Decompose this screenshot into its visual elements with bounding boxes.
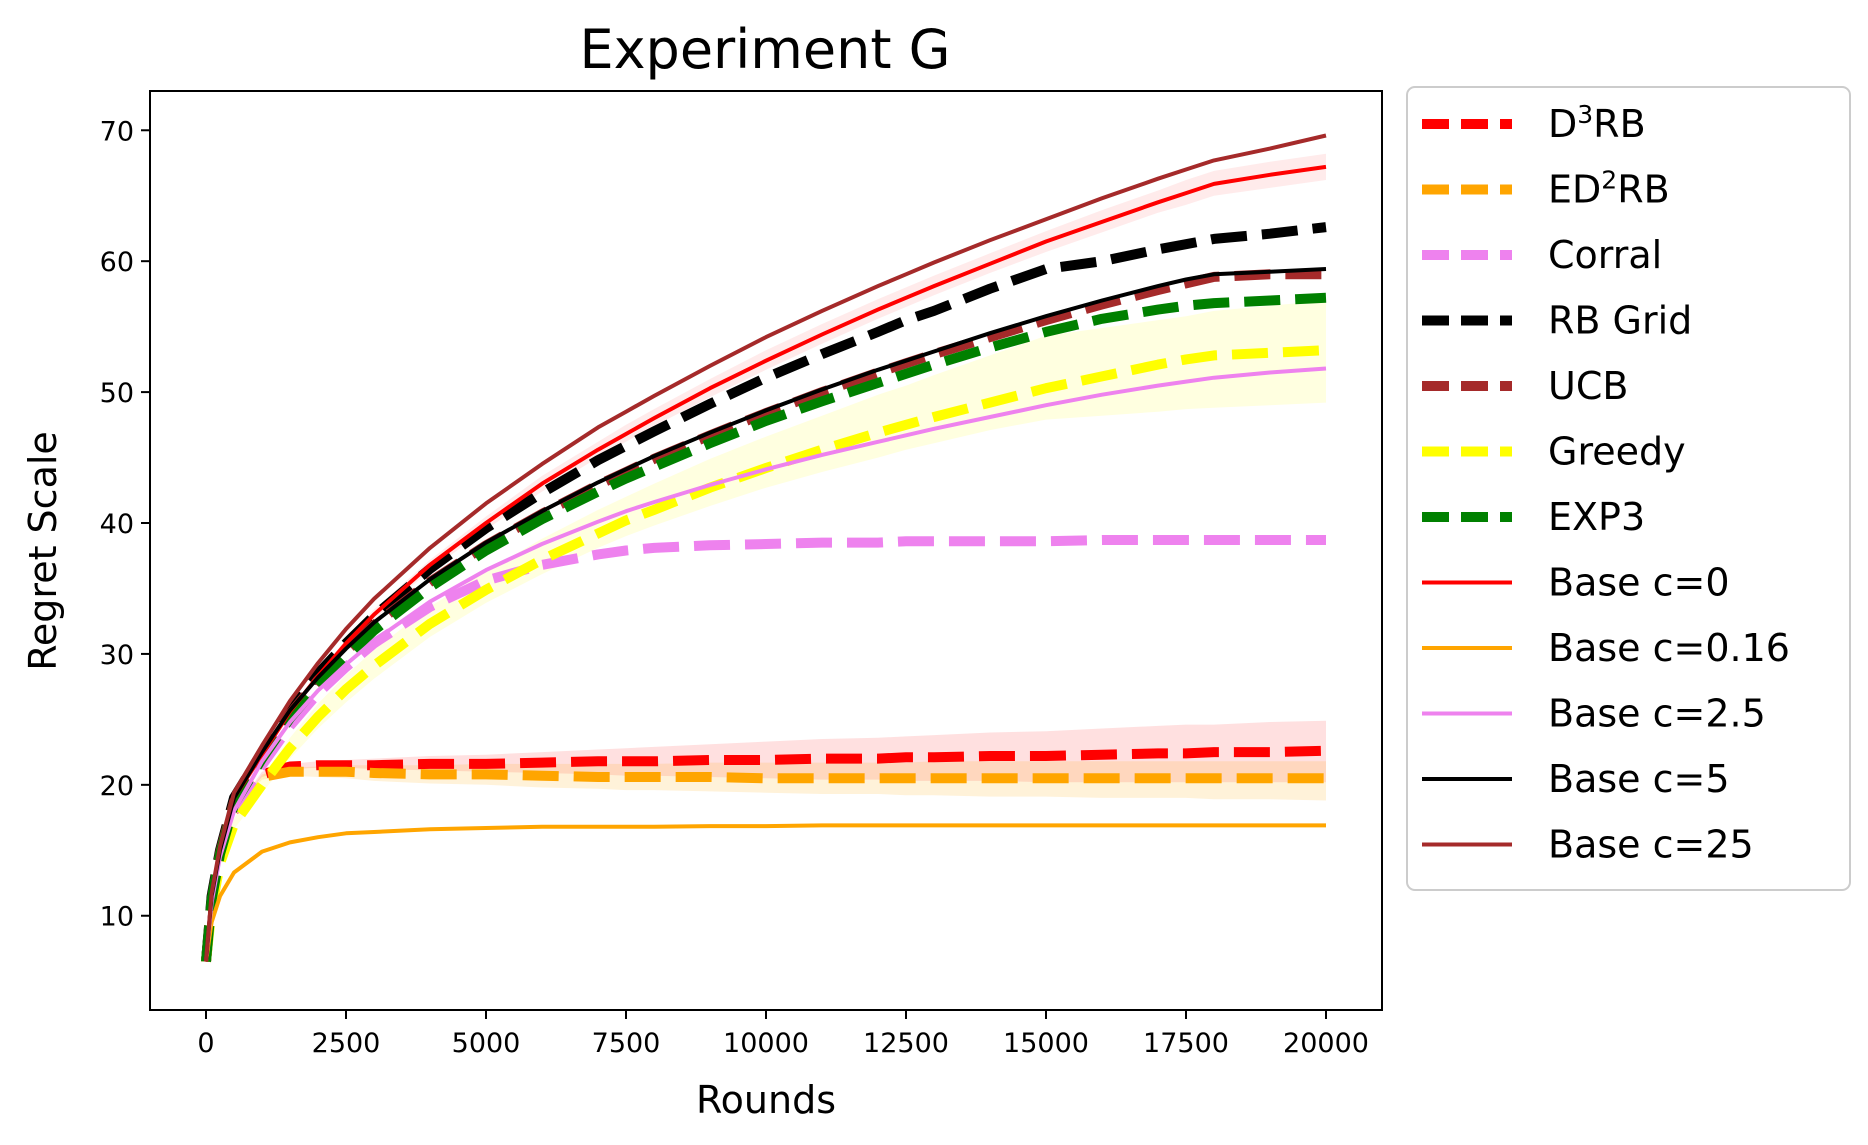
y-tick-label: 30 bbox=[100, 640, 134, 671]
legend-label-main: Base c=25 bbox=[1548, 823, 1754, 867]
legend-label-main: Base c=5 bbox=[1548, 757, 1730, 801]
x-tick-label: 2500 bbox=[312, 1028, 381, 1059]
line-base-c-2-5 bbox=[204, 366, 1327, 962]
x-tick-label: 12500 bbox=[863, 1028, 949, 1059]
legend-label-rb-grid: RB Grid bbox=[1548, 299, 1692, 343]
legend-label-main: Corral bbox=[1548, 233, 1662, 277]
legend-label-ucb: UCB bbox=[1548, 364, 1628, 408]
x-tick-label: 15000 bbox=[1003, 1028, 1089, 1059]
legend-label-suffix: RB bbox=[1593, 102, 1645, 146]
y-tick-label: 20 bbox=[100, 771, 134, 802]
x-tick-label: 20000 bbox=[1283, 1028, 1369, 1059]
line-exp3 bbox=[201, 292, 1327, 963]
y-tick-label: 50 bbox=[100, 378, 134, 409]
plot-frame bbox=[149, 90, 1383, 1011]
y-axis: 10 20 30 40 50 60 70 bbox=[100, 116, 150, 933]
legend-label-base-c-0: Base c=0 bbox=[1548, 561, 1730, 605]
line-corral bbox=[201, 535, 1326, 963]
x-tick-label: 17500 bbox=[1143, 1028, 1229, 1059]
line-greedy bbox=[201, 345, 1327, 963]
band-base-c-0 bbox=[206, 153, 1326, 962]
x-tick-label: 0 bbox=[197, 1028, 214, 1059]
line-base-c-5 bbox=[204, 267, 1327, 962]
confidence-bands bbox=[206, 153, 1326, 962]
legend-label-corral: Corral bbox=[1548, 233, 1662, 277]
legend-label-base-c-2-5: Base c=2.5 bbox=[1548, 692, 1766, 736]
legend-label-main: Base c=0.16 bbox=[1548, 626, 1790, 670]
legend-label-main: EXP3 bbox=[1548, 495, 1645, 539]
x-axis-label: Rounds bbox=[696, 1078, 836, 1122]
legend-label-base-c-25: Base c=25 bbox=[1548, 823, 1754, 867]
legend-frame bbox=[1406, 86, 1851, 891]
legend-label-main: UCB bbox=[1548, 364, 1628, 408]
legend-label-suffix: RB bbox=[1617, 168, 1669, 212]
series-lines bbox=[201, 133, 1327, 963]
x-tick-label: 5000 bbox=[452, 1028, 521, 1059]
legend-label-sup: 3 bbox=[1577, 100, 1593, 129]
y-tick-label: 60 bbox=[100, 247, 134, 278]
x-axis: 0 2500 5000 7500 10000 12500 15000 17500 20000 bbox=[197, 1010, 1369, 1059]
band-ed2rb bbox=[206, 761, 1326, 962]
legend-label-sup: 2 bbox=[1601, 166, 1617, 195]
legend-label-main: RB Grid bbox=[1548, 299, 1692, 343]
y-tick-label: 10 bbox=[100, 902, 134, 933]
legend-label-main: D bbox=[1548, 102, 1577, 146]
line-base-c-0-16 bbox=[204, 823, 1326, 962]
line-rb-grid bbox=[201, 222, 1327, 963]
y-axis-label: Regret Scale bbox=[21, 431, 65, 671]
y-tick-label: 40 bbox=[100, 509, 134, 540]
legend-label-main: ED bbox=[1548, 168, 1601, 212]
line-ucb bbox=[201, 269, 1326, 963]
legend-label-main: Base c=0 bbox=[1548, 561, 1730, 605]
y-tick-label: 70 bbox=[100, 116, 134, 147]
legend-label-base-c-0-16: Base c=0.16 bbox=[1548, 626, 1790, 670]
band-greedy bbox=[206, 300, 1326, 962]
legend-label-d3rb: D3RB bbox=[1548, 100, 1646, 146]
legend-label-main: Base c=2.5 bbox=[1548, 692, 1766, 736]
line-base-c-25 bbox=[204, 133, 1327, 962]
legend-label-base-c-5: Base c=5 bbox=[1548, 757, 1730, 801]
chart-title: Experiment G bbox=[579, 18, 950, 81]
legend-label-exp3: EXP3 bbox=[1548, 495, 1645, 539]
legend-label-greedy: Greedy bbox=[1548, 430, 1686, 474]
legend-label-ed2rb: ED2RB bbox=[1548, 166, 1670, 212]
x-tick-label: 7500 bbox=[592, 1028, 661, 1059]
x-tick-label: 10000 bbox=[723, 1028, 809, 1059]
legend-label-main: Greedy bbox=[1548, 430, 1686, 474]
line-ed2rb bbox=[201, 766, 1326, 963]
